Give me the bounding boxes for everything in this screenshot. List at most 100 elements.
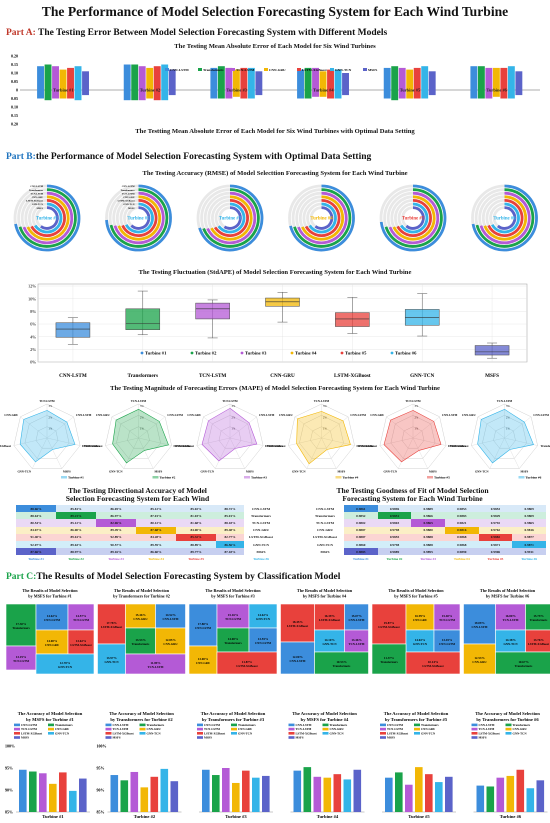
rmse-arc-tcn-lstm: [479, 191, 531, 245]
mae-bar-msfs: [428, 71, 436, 90]
accuracy-legend-swatch: [139, 727, 146, 731]
accuracy-xlabel: Turbine #2: [134, 814, 156, 819]
mae-ytick: 0: [16, 88, 18, 93]
accuracy-legend-label: TCN-LSTM: [387, 727, 403, 731]
accuracy-legend-label: CNN-LSTM: [113, 723, 129, 727]
radar-axis-label: MSFS: [155, 469, 163, 473]
treemap-cell-value: 15.07%: [351, 614, 361, 618]
treemap-cell-name: Transformers: [515, 664, 533, 668]
treemap-cell-value: 12.70%: [60, 661, 70, 665]
accuracy-bar-transformers: [29, 771, 37, 812]
accuracy-bar-gnn-tcn: [526, 788, 535, 812]
accuracy-legend-swatch: [14, 732, 20, 735]
table-cell: 85.12%: [56, 519, 96, 527]
radar-area-turbine6: [477, 408, 534, 464]
accuracy-legend-swatch: [139, 732, 146, 735]
treemap-subtitle: by MSFS for Turbine #3: [211, 594, 254, 599]
table-row: 88.64% 89.21% 86.97% 87.01% 81.03% 85.01% Tran…: [16, 512, 278, 520]
mae-optimal-bar-lstm-xgboost: [67, 90, 74, 99]
accuracy-legend-swatch: [14, 736, 20, 739]
rmse-arc-msfs: [223, 206, 242, 230]
radar-spoke: [138, 437, 154, 469]
table-cell: 0.9888: [411, 540, 445, 549]
part-b-title: the Performance of Model Selection Forec…: [35, 152, 372, 162]
radar-axis-label: CNN-LSTM: [259, 413, 275, 417]
radar-axis-label: CNN-GRU: [462, 413, 477, 417]
table-cell: 0.9861: [344, 505, 378, 513]
stdape-title: The Testing Fluctuation (StdAPE) of Mode…: [138, 269, 412, 276]
treemap-cell-value: 13.46%: [351, 638, 361, 642]
accuracy-legend-label: LSTM-XGBoost: [113, 731, 134, 735]
radar-axis-label: CNN-LSTM: [167, 413, 183, 417]
radar-axis-label: MSFS: [338, 469, 346, 473]
box-xtick: CNN-LSTM: [59, 373, 87, 379]
accuracy-legend-label: LSTM-XGBoost: [21, 731, 42, 735]
accuracy-legend-label: MSFS: [21, 736, 29, 740]
radar-spoke: [203, 416, 231, 439]
rmse-turbine-label: Turbine #1: [36, 217, 59, 222]
treemap-cell-value: 14.00%: [47, 639, 57, 643]
radar-axis-label: TCN-LSTM: [222, 399, 238, 403]
treemap-cell-tcn-lstm: [67, 603, 95, 631]
treemap-cell-value: 17.80%: [198, 622, 208, 626]
rmse-arc-tcn-lstm: [206, 191, 257, 245]
radar-axis-label: TCN-LSTM: [39, 399, 55, 403]
treemap-cell-tcn-lstm: [216, 603, 250, 629]
table-cell: 85.02%: [176, 505, 216, 513]
treemap-cell-name: TCN-LSTM: [148, 665, 164, 669]
accuracy-bar-transformers: [212, 775, 220, 812]
accuracy-legend-label: Transformers: [147, 723, 165, 727]
accuracy-bar-tcn-lstm: [313, 776, 322, 812]
treemap-cell-cnn-lstm: [344, 603, 369, 631]
mae-category-label: Turbine #3: [226, 88, 247, 93]
accuracy-ytick: 100%: [5, 744, 15, 749]
radar-axis-label: CNN-GRU: [187, 413, 202, 417]
radar-axis-label: Transformers: [83, 444, 101, 448]
mae-optimal-bar-lstm-xgboost: [413, 90, 421, 99]
accuracy-legend-swatch: [380, 732, 386, 735]
rmse-arc-transformers: [109, 188, 169, 248]
accuracy-legend-swatch: [322, 732, 329, 735]
mae-bar-gnn-tcn: [247, 67, 255, 90]
mae-bar-msfs: [255, 71, 263, 90]
rmse-arc-cnn-lstm: [289, 184, 355, 252]
accuracy-bar-cnn-lstm: [293, 770, 302, 812]
mae-bar-msfs: [168, 69, 176, 90]
treemap-subtitle: by MSFS for Turbine #4: [303, 594, 347, 599]
radar-ring-label: 3%: [49, 405, 53, 408]
radar-ring: [299, 415, 344, 459]
mae-optimal-bar-lstm-xgboost: [327, 90, 334, 99]
box-transformers: [125, 308, 161, 330]
accuracy-legend-swatch: [197, 723, 203, 727]
mae-optimal-bar-tcn-lstm: [312, 90, 319, 97]
radar-spoke: [138, 416, 166, 439]
mae-optimal-bar-msfs: [342, 90, 349, 96]
accuracy-bar-tcn-lstm: [130, 771, 139, 812]
accuracy-legend-swatch: [414, 727, 420, 731]
mae-optimal-bar-cnn-lstm: [37, 90, 44, 99]
mae-optimal-bar-cnn-lstm: [470, 90, 478, 99]
mae-bar-cnn-lstm: [123, 64, 131, 90]
table-row: 92.07% 89.63% 90.57% 89.59% 88.89% 86.56% GNN-…: [16, 540, 278, 549]
radar-spoke: [229, 437, 245, 469]
treemap-cell-value: 13.62%: [76, 639, 86, 643]
table-cell: 92.07%: [16, 540, 56, 549]
table-cell: 80.54%: [16, 519, 56, 527]
accuracy-legend-label: MSFS: [204, 736, 212, 740]
mae-legend-swatch: [165, 68, 169, 71]
row-label: MSFS: [256, 549, 266, 554]
accuracy-legend-label: LSTM-XGBoost: [296, 731, 317, 735]
accuracy-legend-label: CNN-GRU: [330, 727, 345, 731]
box-gnn-tcn: [404, 309, 440, 326]
mae-category-label: Turbine #2: [140, 88, 160, 93]
radar-spoke: [489, 437, 505, 469]
radar-legend-swatch: [61, 476, 67, 479]
accuracy-ytick: 95%: [5, 766, 13, 771]
treemap-cell-name: LSTM-XGBoost: [70, 643, 91, 647]
radar-spoke: [504, 437, 520, 469]
accuracy-legend-swatch: [231, 732, 237, 735]
accuracy-legend-swatch: [471, 727, 478, 731]
rmse-arc-tcn-lstm: [388, 191, 440, 245]
treemap-cell-lstm-xgboost: [216, 651, 278, 675]
radar-axis-label: LSTM-XGBoost: [357, 444, 377, 448]
